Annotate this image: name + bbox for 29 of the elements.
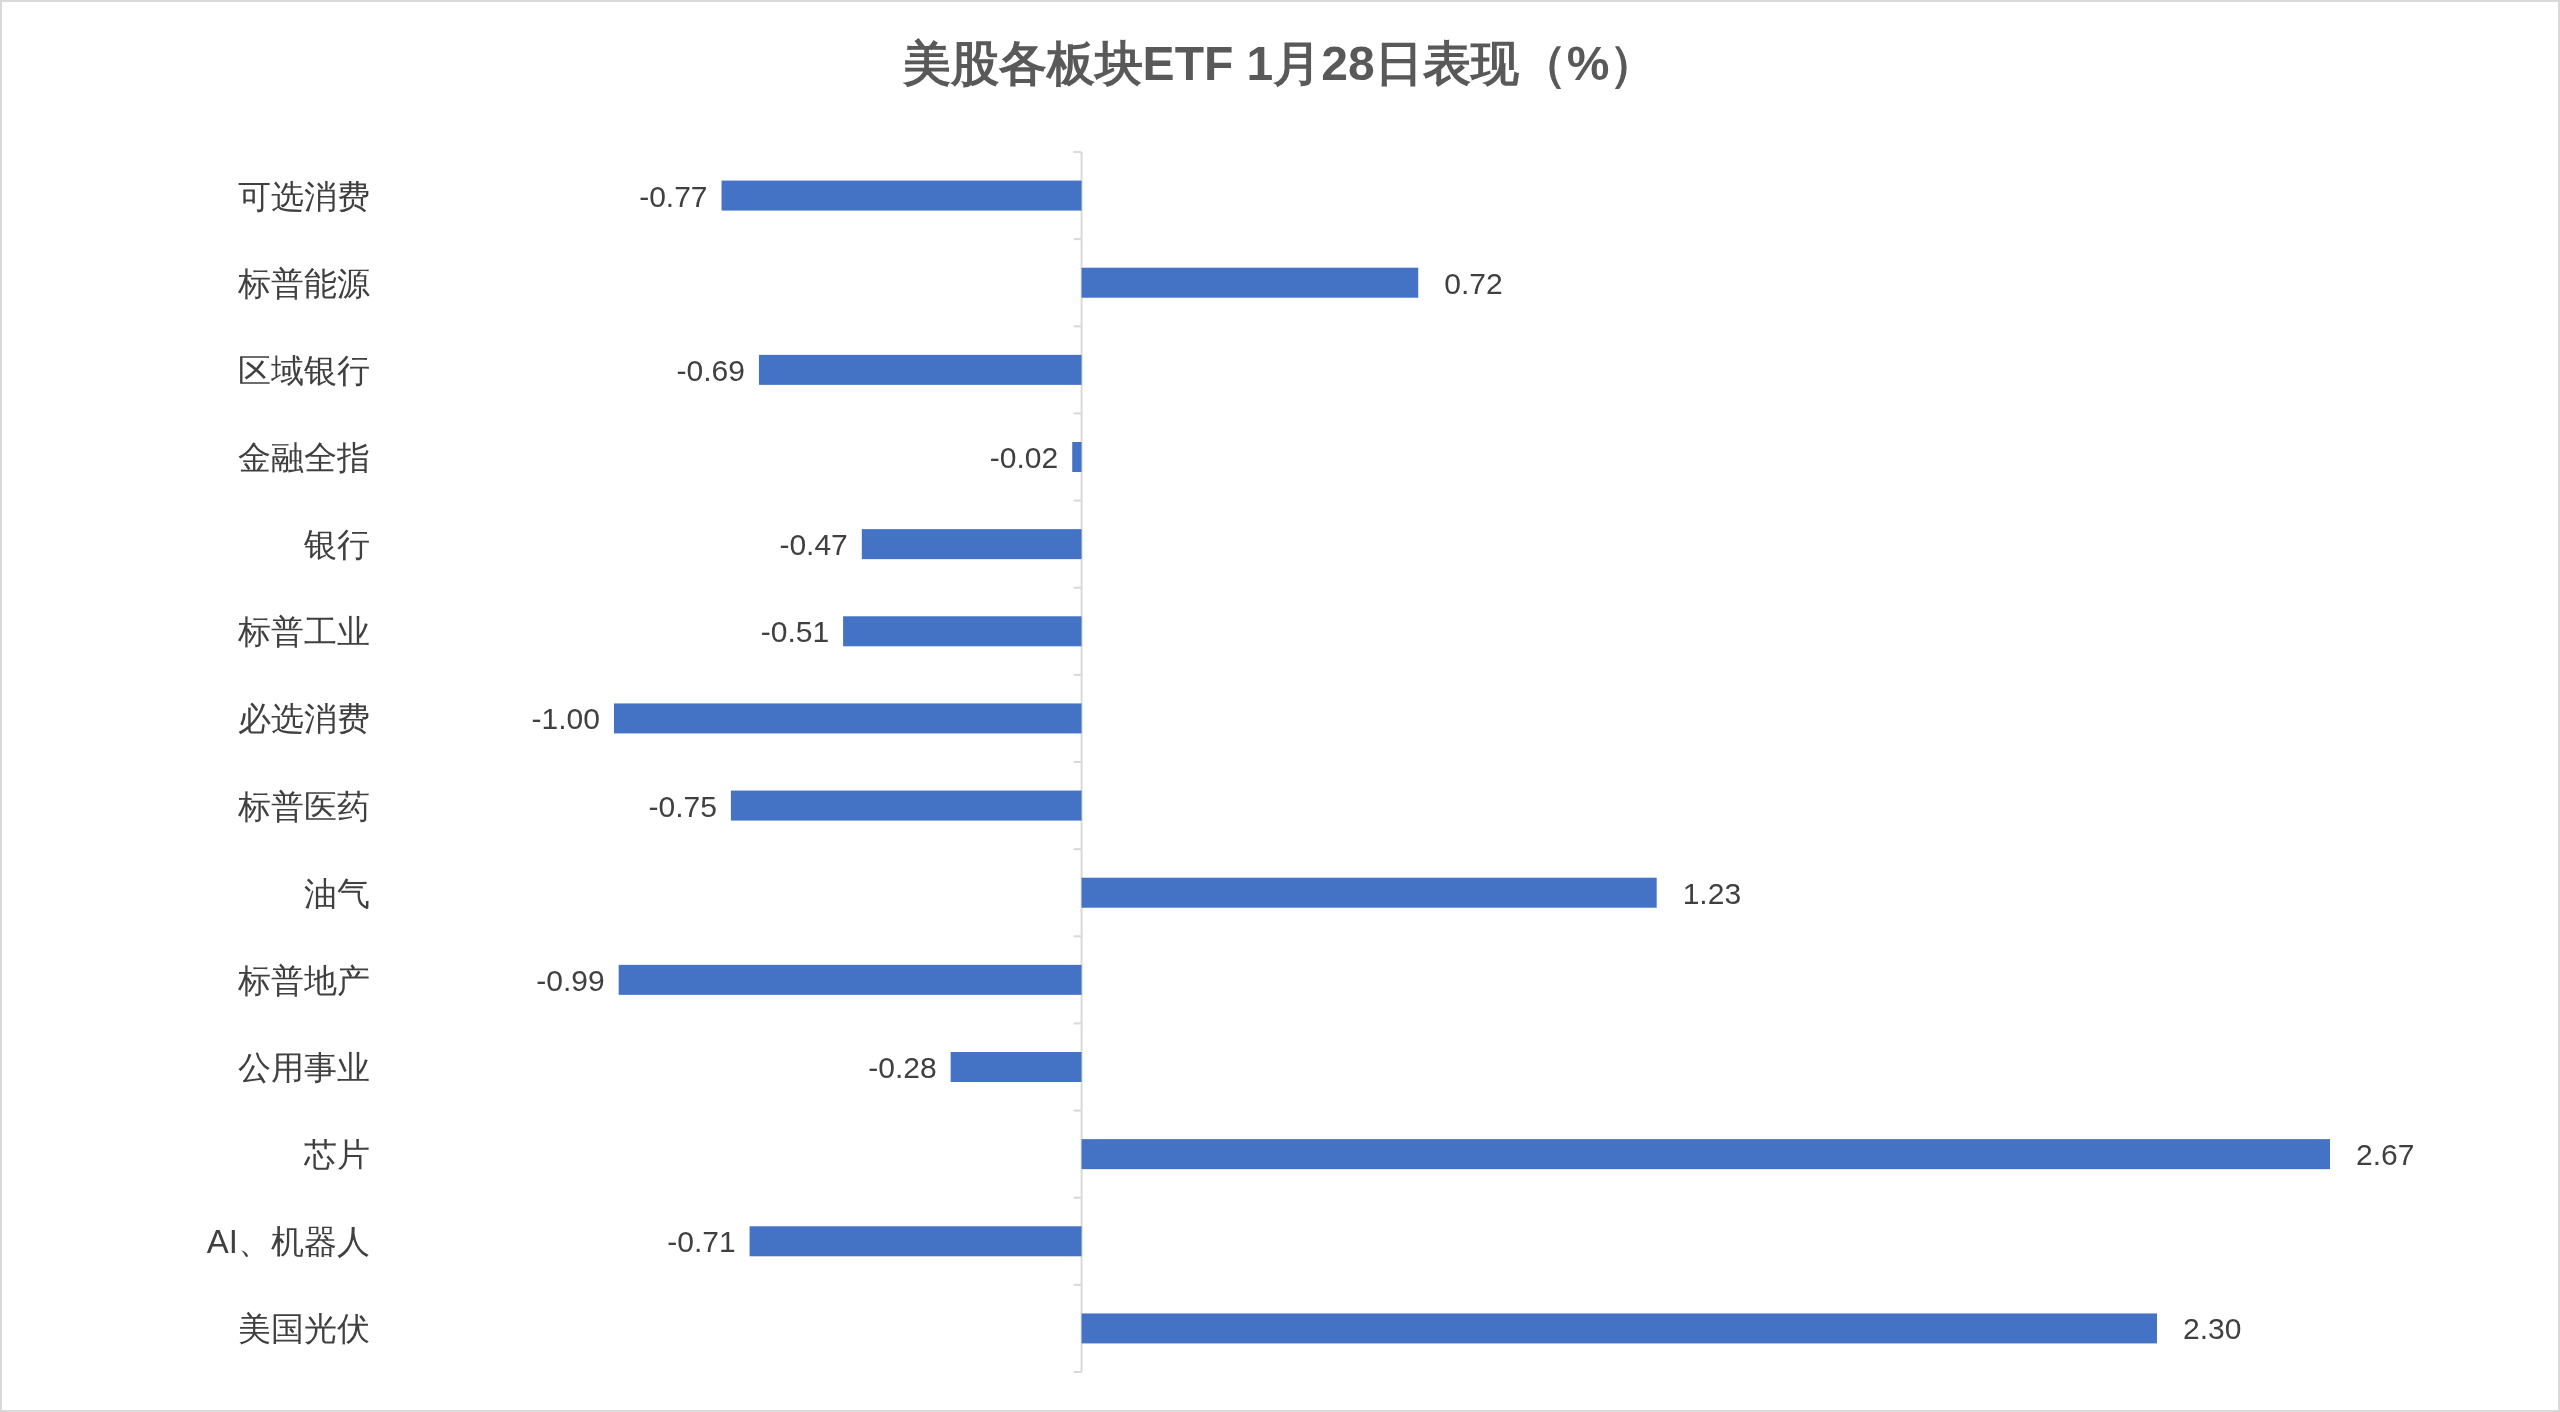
category-label: 公用事业	[238, 1049, 370, 1086]
data-label: -0.02	[989, 441, 1059, 474]
data-label: -0.77	[639, 179, 708, 213]
category-label: 芯片	[304, 1136, 370, 1174]
category-label: 必选消费	[238, 700, 370, 738]
data-label: -0.47	[779, 528, 848, 562]
category-label: 区域银行	[238, 351, 370, 389]
category-label: 美国光伏	[238, 1310, 370, 1348]
category-label: 可选消费	[238, 177, 370, 215]
title: 美股各板块ETF 1月28日表现（%）	[902, 37, 1658, 90]
category-label: 银行	[304, 526, 370, 564]
category-label: AI、机器人	[206, 1223, 370, 1261]
category-label: 金融全指	[238, 439, 370, 476]
category-label: 油气	[304, 874, 370, 912]
category-label: 标普工业	[238, 613, 370, 651]
data-label: -0.75	[648, 789, 717, 823]
data-label: 2.67	[2356, 1138, 2415, 1172]
data-label: 1.23	[1682, 876, 1742, 910]
data-label: -0.28	[868, 1051, 937, 1084]
data-label: 2.30	[2183, 1312, 2242, 1346]
category-label: 标普地产	[238, 961, 370, 999]
data-label: -0.99	[536, 963, 605, 997]
data-label: -0.71	[667, 1225, 736, 1259]
data-label: -1.00	[531, 702, 600, 736]
data-label: -0.51	[760, 615, 830, 649]
data-label: -0.69	[676, 353, 745, 387]
category-label: 标普能源	[238, 264, 370, 302]
category-label: 标普医药	[238, 787, 370, 825]
data-label: 0.72	[1444, 266, 1503, 300]
